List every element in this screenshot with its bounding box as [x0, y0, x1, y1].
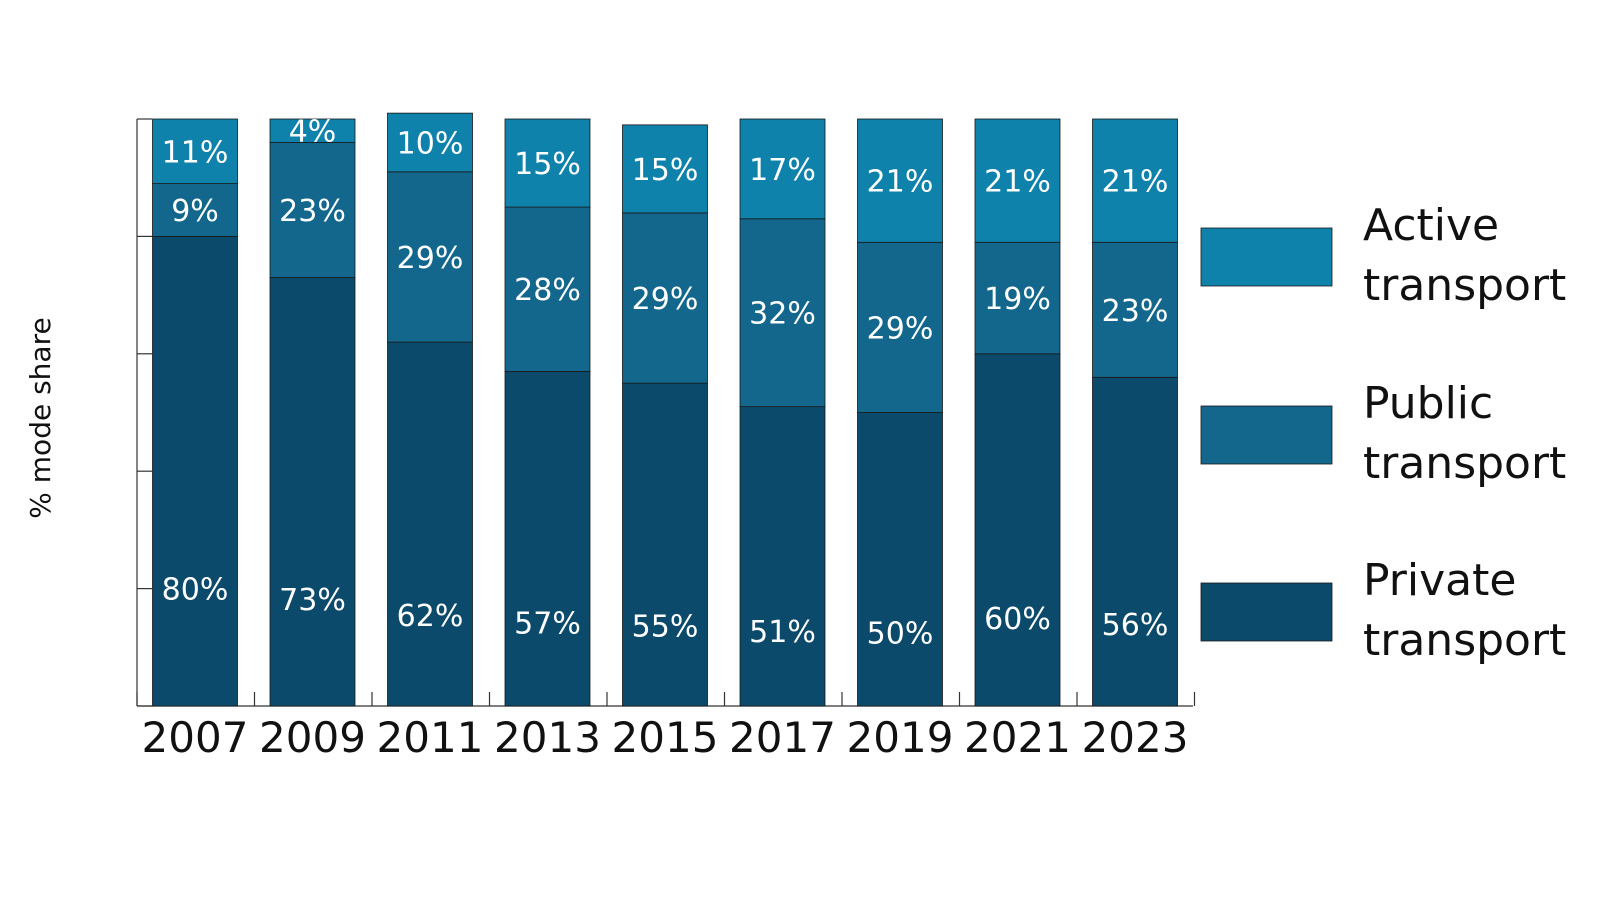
bar-segment-active-transport-2011	[387, 112, 473, 173]
bar-segment-private-transport-2015	[622, 382, 708, 707]
data-label-private-transport-2021: 60%	[984, 602, 1051, 637]
bars: 80% 9% 11% 73% 23% 4% 62% 29% 10% 57% 28% 15% 55% 29%…	[152, 112, 1178, 707]
data-label-private-transport-2017: 51%	[749, 615, 816, 650]
data-label-public-transport-2021: 19%	[984, 282, 1051, 317]
data-label-public-transport-2023: 23%	[1102, 294, 1169, 329]
data-label-private-transport-2011: 62%	[397, 599, 464, 634]
legend-label-active-transport: Active transport	[1363, 200, 1566, 311]
x-tick-label-2023: 2023	[1082, 713, 1189, 762]
bar-segment-active-transport-2021	[974, 118, 1061, 243]
bar-segment-active-transport-2019	[857, 118, 943, 243]
bar-segment-private-transport-2017	[739, 406, 826, 707]
bar-segment-active-transport-2023	[1092, 118, 1178, 243]
x-tick-label-2019: 2019	[847, 713, 954, 762]
x-tick-label-2013: 2013	[494, 713, 601, 762]
data-label-active-transport-2017: 17%	[749, 153, 816, 188]
data-label-active-transport-2023: 21%	[1102, 165, 1169, 200]
data-label-active-transport-2011: 10%	[397, 126, 464, 161]
data-label-private-transport-2019: 50%	[867, 617, 934, 652]
bar-segment-active-transport-2007	[152, 118, 238, 184]
bar-segment-private-transport-2007	[152, 235, 238, 707]
data-label-private-transport-2015: 55%	[632, 609, 699, 644]
bar-segment-public-transport-2019	[857, 241, 943, 413]
bar-segment-public-transport-2013	[504, 206, 591, 372]
bar-segment-active-transport-2013	[504, 118, 591, 208]
bar-segment-public-transport-2015	[622, 212, 708, 384]
data-label-active-transport-2007: 11%	[162, 135, 229, 170]
bar-segment-public-transport-2023	[1092, 241, 1178, 378]
x-tick-label-2009: 2009	[259, 713, 366, 762]
x-tick-label-2015: 2015	[612, 713, 719, 762]
legend-swatch-active-transport	[1200, 227, 1333, 287]
x-tick-label-2011: 2011	[377, 713, 484, 762]
data-label-active-transport-2019: 21%	[867, 165, 934, 200]
x-tick-labels: 2007 2009 2011 2013 2015 2017 2019 2021 2023	[142, 713, 1189, 762]
bar-segment-private-transport-2009	[269, 277, 356, 707]
bar-segment-private-transport-2019	[857, 412, 943, 707]
y-axis-label: % mode share	[24, 317, 57, 518]
bar-segment-private-transport-2023	[1092, 376, 1178, 707]
legend: Active transport Public transport Private tra…	[1200, 200, 1566, 666]
bar-segment-active-transport-2015	[622, 124, 708, 214]
x-tick-label-2007: 2007	[142, 713, 249, 762]
legend-label-public-transport: Public transport	[1363, 378, 1566, 489]
bar-segment-private-transport-2013	[504, 371, 591, 707]
data-label-active-transport-2021: 21%	[984, 165, 1051, 200]
bar-segment-public-transport-2017	[739, 218, 826, 408]
data-label-public-transport-2013: 28%	[514, 273, 581, 308]
data-label-active-transport-2013: 15%	[514, 147, 581, 182]
bar-segment-private-transport-2021	[974, 353, 1061, 707]
data-label-active-transport-2009: 4%	[289, 115, 337, 150]
legend-label-private-transport: Private transport	[1363, 555, 1566, 666]
bar-segment-public-transport-2021	[974, 241, 1061, 355]
x-tick-label-2017: 2017	[729, 713, 836, 762]
x-tick-label-2021: 2021	[964, 713, 1071, 762]
data-label-public-transport-2009: 23%	[279, 194, 346, 229]
data-label-public-transport-2007: 9%	[171, 194, 219, 229]
bar-segment-active-transport-2017	[739, 118, 826, 220]
data-label-public-transport-2015: 29%	[632, 282, 699, 317]
data-label-private-transport-2009: 73%	[279, 583, 346, 618]
data-label-private-transport-2023: 56%	[1102, 608, 1169, 643]
data-label-private-transport-2013: 57%	[514, 606, 581, 641]
data-label-public-transport-2017: 32%	[749, 297, 816, 332]
data-label-public-transport-2011: 29%	[397, 241, 464, 276]
bar-segment-active-transport-2009	[269, 118, 356, 143]
data-label-public-transport-2019: 29%	[867, 311, 934, 346]
data-label-active-transport-2015: 15%	[632, 153, 699, 188]
bar-segment-private-transport-2011	[387, 341, 473, 707]
data-label-private-transport-2007: 80%	[162, 573, 229, 608]
legend-swatch-public-transport	[1200, 405, 1333, 465]
legend-swatch-private-transport	[1200, 582, 1333, 642]
